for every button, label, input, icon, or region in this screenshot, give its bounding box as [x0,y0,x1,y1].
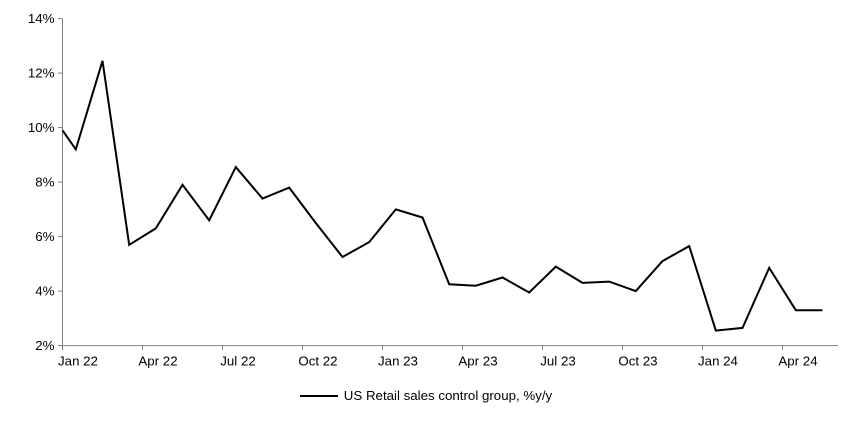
y-axis-tick-label: 12% [28,66,55,81]
x-axis-tick-label: Oct 23 [618,354,657,369]
legend-line-swatch-icon [299,394,338,397]
x-axis-tick-label: Jul 23 [540,354,575,369]
legend: US Retail sales control group, %y/y [0,388,852,403]
y-axis-tick-label: 4% [35,284,54,299]
y-axis-tick-label: 2% [35,338,54,353]
x-axis-tick-label: Oct 22 [298,354,337,369]
y-axis-tick-label: 10% [28,120,55,135]
retail-sales-line-chart: 2% 4% 6% 8% 10% 12% 14% Jan 22 Apr 22 Jul 22 Oct 2… [28,11,838,369]
y-axis-tick-label: 14% [28,11,55,26]
legend-label: US Retail sales control group, %y/y [343,388,553,403]
x-axis-tick-label: Jul 22 [220,354,255,369]
x-axis-tick-label: Jan 24 [698,354,738,369]
x-axis-tick-label: Apr 24 [778,354,817,369]
y-axis-tick-label: 8% [35,175,54,190]
y-axis-tick-label: 6% [35,229,54,244]
x-axis-tick-label: Jan 23 [378,354,418,369]
retail-sales-series-line [61,60,823,332]
x-axis-tick-label: Jan 22 [58,354,98,369]
x-axis-tick-label: Apr 22 [138,354,177,369]
x-axis-tick-label: Apr 23 [458,354,497,369]
